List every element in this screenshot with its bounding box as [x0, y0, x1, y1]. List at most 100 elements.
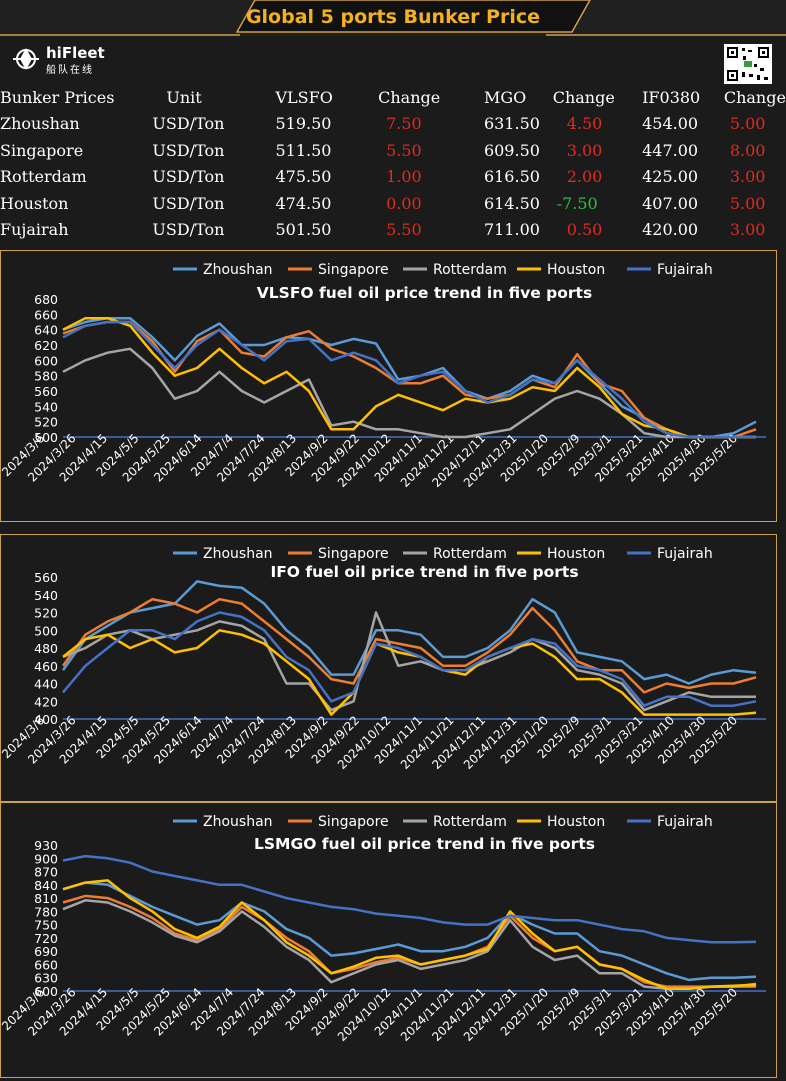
unit-cell: USD/Ton	[152, 220, 225, 240]
legend-label: Fujairah	[657, 546, 713, 562]
vlsfo-change-cell: 7.50	[386, 114, 422, 134]
legend-label: Fujairah	[657, 814, 713, 830]
legend-label: Singapore	[318, 546, 389, 562]
vlsfo-cell: 474.50	[275, 193, 332, 213]
legend-label: Zhoushan	[203, 814, 273, 830]
legend-label: Rotterdam	[433, 262, 507, 278]
legend-label: Zhoushan	[203, 262, 273, 278]
y-tick-label: 480	[34, 641, 58, 656]
series-line-singapore	[61, 597, 757, 694]
ifo-cell: 420.00	[642, 220, 699, 240]
vlsfo-change-cell: 5.50	[386, 140, 422, 160]
vlsfo-cell: 501.50	[275, 220, 332, 240]
y-tick-label: 630	[34, 971, 58, 986]
port-name: Houston	[0, 193, 69, 213]
y-tick-label: 810	[34, 891, 58, 906]
y-tick-label: 500	[34, 430, 58, 445]
unit-cell: USD/Ton	[152, 114, 225, 134]
y-tick-label: 540	[34, 399, 58, 414]
brand-subtitle: 船队在线	[46, 65, 94, 76]
table-header-row: Bunker Prices Unit VLSFO Change MGO Chan…	[0, 84, 786, 111]
legend-label: Rotterdam	[433, 546, 507, 562]
legend-label: Rotterdam	[433, 814, 507, 830]
brand-name: hiFleet	[46, 44, 105, 62]
mgo-change-cell: 0.50	[566, 220, 603, 240]
mgo-cell: 631.50	[483, 114, 540, 134]
series-line-houston	[62, 879, 757, 991]
series-line-fujairah	[62, 611, 757, 707]
mgo-cell: 711.00	[483, 220, 540, 240]
y-tick-label: 720	[34, 931, 58, 946]
unit-cell: USD/Ton	[152, 193, 225, 213]
mgo-cell: 609.50	[483, 140, 540, 160]
col-header-mgo: MGO	[483, 87, 527, 107]
col-header-unit: Unit	[166, 87, 202, 107]
hifleet-logo-icon	[13, 48, 39, 70]
y-tick-label: 780	[34, 904, 58, 919]
ifo-cell: 407.00	[642, 193, 699, 213]
y-tick-label: 420	[34, 694, 58, 709]
port-name: Singapore	[0, 140, 84, 160]
series-line-fujairah	[62, 854, 757, 944]
chart-title: LSMGO fuel oil price trend in five ports	[254, 835, 595, 853]
y-tick-label: 680	[34, 292, 58, 307]
col-header-mgo-change: Change	[552, 87, 615, 107]
lsmgo-chart-panel: Zhoushan Singapore Rotterdam Houston Fujaira…	[0, 802, 777, 1078]
ifo-cell: 454.00	[642, 114, 699, 134]
series-line-fujairah	[62, 320, 756, 439]
mgo-cell: 616.50	[483, 167, 540, 187]
mgo-change-cell: -7.50	[556, 193, 598, 213]
legend-label: Singapore	[318, 814, 389, 830]
legend-label: Fujairah	[657, 262, 713, 278]
y-tick-label: 400	[34, 712, 58, 727]
port-name: Fujairah	[0, 220, 69, 240]
y-tick-label: 540	[34, 588, 58, 603]
y-tick-label: 600	[34, 353, 58, 368]
banner: Global 5 ports Bunker Price	[0, 0, 786, 38]
y-tick-label: 560	[34, 570, 58, 585]
y-tick-label: 840	[34, 878, 58, 893]
y-tick-label: 520	[34, 415, 58, 430]
y-tick-label: 560	[34, 384, 58, 399]
ifo-chart: Zhoushan Singapore Rotterdam Houston Fujaira…	[0, 546, 766, 772]
mgo-change-cell: 2.00	[566, 167, 603, 187]
col-header-vlsfo: VLSFO	[275, 87, 333, 107]
series-line-houston	[62, 629, 757, 716]
table-row: Houston USD/Ton 474.50 0.00 614.50 -7.50…	[0, 190, 786, 217]
vlsfo-cell: 511.50	[275, 140, 332, 160]
y-tick-label: 660	[34, 307, 58, 322]
table-row: Zhoushan USD/Ton 519.50 7.50 631.50 4.50…	[0, 111, 786, 138]
y-tick-label: 900	[34, 851, 58, 866]
banner-shape	[0, 0, 786, 38]
vlsfo-cell: 475.50	[275, 167, 332, 187]
mgo-cell: 614.50	[483, 193, 540, 213]
price-table: Bunker Prices Unit VLSFO Change MGO Chan…	[0, 84, 786, 243]
y-tick-label: 580	[34, 369, 58, 384]
series-line-zhoushan	[61, 580, 757, 685]
ifo-change-cell: 5.00	[729, 114, 766, 134]
ifo-cell: 447.00	[642, 140, 699, 160]
legend-label: Houston	[547, 262, 605, 278]
vlsfo-change-cell: 5.50	[386, 220, 422, 240]
y-tick-label: 930	[34, 838, 58, 853]
y-tick-label: 620	[34, 338, 58, 353]
col-header-port: Bunker Prices	[0, 87, 115, 107]
ifo-change-cell: 8.00	[729, 140, 766, 160]
y-tick-label: 440	[34, 677, 58, 692]
qr-code-icon	[724, 44, 772, 84]
col-header-ifo: IF0380	[642, 87, 701, 107]
y-tick-label: 600	[34, 984, 58, 999]
port-name: Zhoushan	[0, 114, 80, 134]
chart-title: IFO fuel oil price trend in five ports	[270, 563, 578, 581]
y-tick-label: 460	[34, 659, 58, 674]
y-tick-label: 500	[34, 623, 58, 638]
vlsfo-change-cell: 0.00	[386, 193, 422, 213]
mgo-change-cell: 4.50	[566, 114, 603, 134]
y-tick-label: 520	[34, 606, 58, 621]
y-tick-label: 640	[34, 323, 58, 338]
vlsfo-chart: Zhoushan Singapore Rotterdam Houston Fujaira…	[0, 262, 766, 490]
legend-label: Houston	[547, 814, 605, 830]
y-tick-label: 750	[34, 918, 58, 933]
series-line-zhoushan	[62, 316, 757, 439]
series-line-zhoushan	[62, 881, 757, 982]
